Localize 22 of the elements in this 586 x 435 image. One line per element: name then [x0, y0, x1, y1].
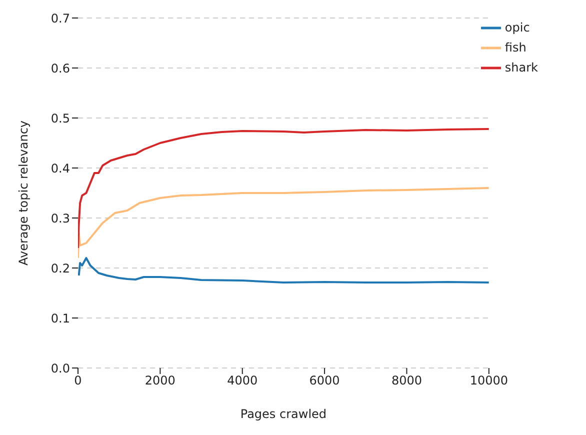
y-tick-label: 0.7: [50, 11, 70, 26]
y-tick-label: 0.5: [50, 111, 70, 126]
y-tick-label: 0.4: [50, 161, 70, 176]
y-tick-label: 0.6: [50, 61, 70, 76]
line-series: [78, 257, 489, 284]
x-tick-label: 10000: [470, 374, 508, 388]
y-axis-title: Average topic relevancy: [16, 120, 30, 266]
legend-label: fish: [504, 40, 526, 54]
y-tick-label: 0.0: [50, 361, 70, 376]
x-tick-label: 6000: [309, 374, 340, 388]
x-tick-label: 4000: [227, 374, 258, 388]
x-tick-label: 0: [74, 374, 82, 388]
line-series: [78, 187, 489, 259]
x-axis-title: Pages crawled: [240, 407, 327, 421]
x-tick-label: 2000: [144, 374, 176, 388]
y-tick-label: 0.1: [50, 311, 70, 326]
y-tick-label: 0.2: [50, 261, 70, 276]
line-series: [78, 128, 489, 249]
legend-label: shark: [504, 60, 538, 74]
x-tick-label: 8000: [391, 374, 422, 388]
y-tick-label: 0.3: [50, 211, 70, 226]
legend-label: opic: [504, 20, 530, 34]
